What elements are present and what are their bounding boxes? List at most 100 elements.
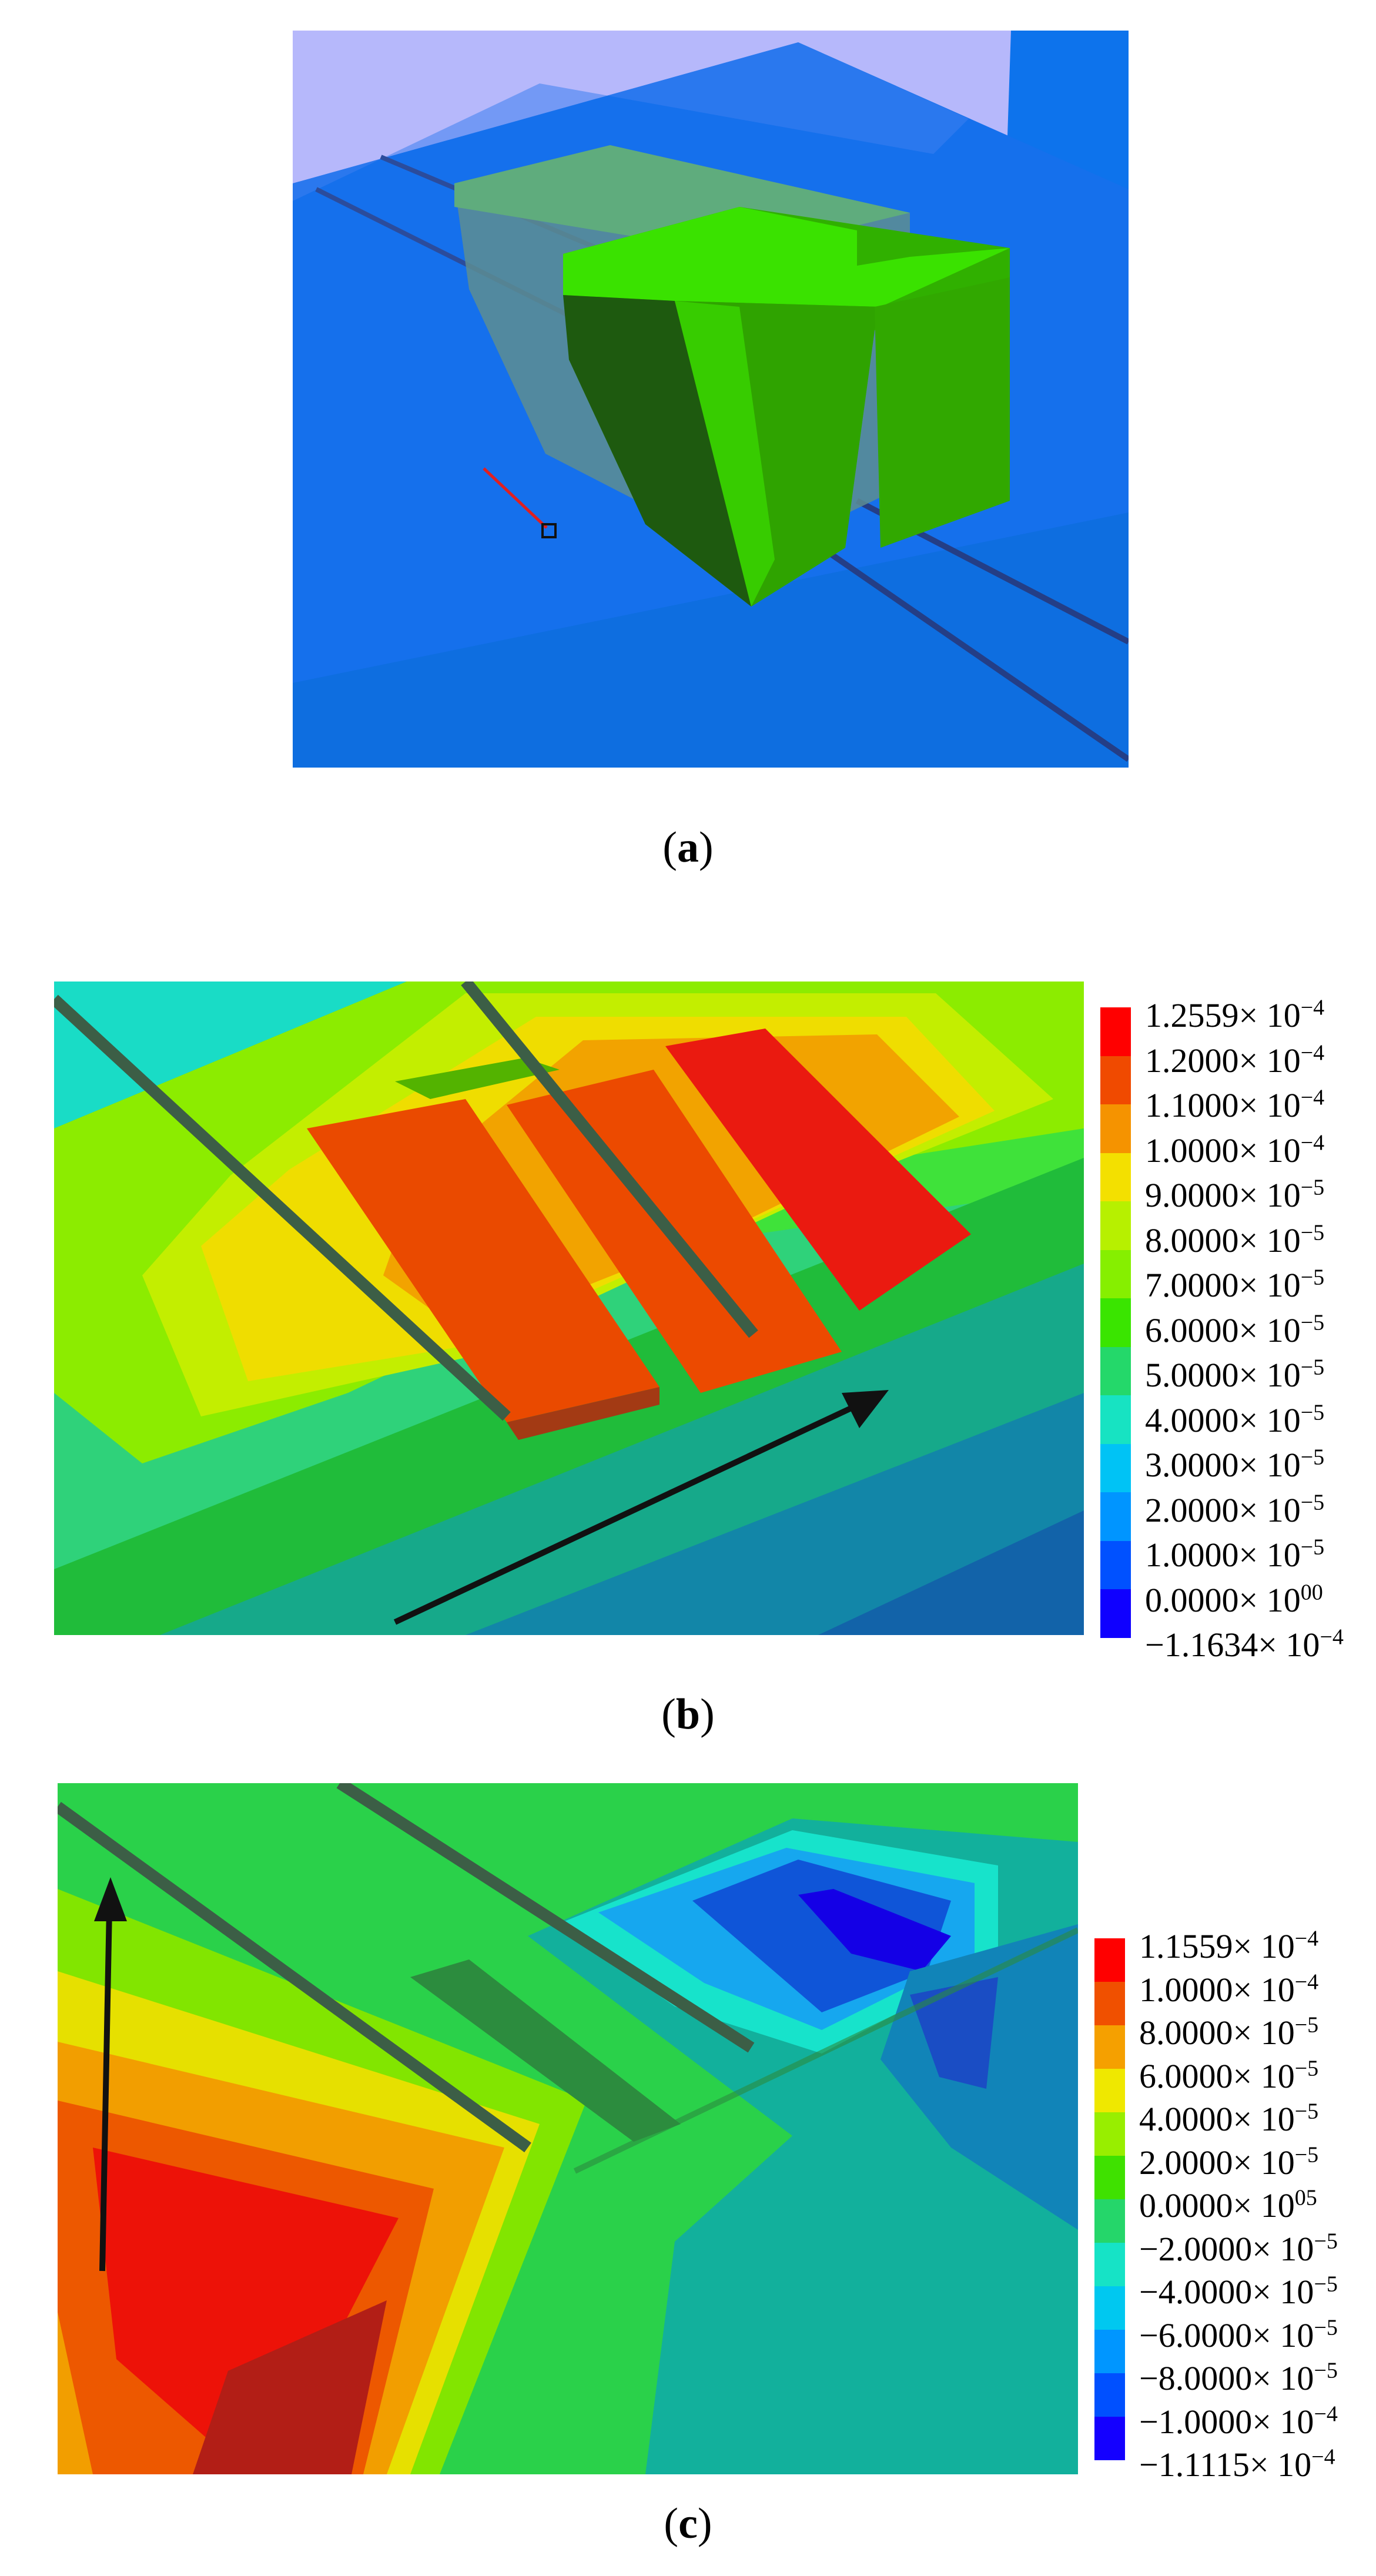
legend-label: 7.0000× 10−5 bbox=[1145, 1265, 1324, 1305]
axis-marker-line bbox=[483, 467, 548, 529]
legend-label: −2.0000× 10−5 bbox=[1139, 2229, 1338, 2269]
legend-label: 0.0000× 1000 bbox=[1145, 1580, 1323, 1620]
legend-label-exponent: −5 bbox=[1300, 1535, 1325, 1560]
legend-label-sign: − bbox=[1139, 2316, 1159, 2354]
legend-label: 0.0000× 1005 bbox=[1139, 2186, 1317, 2225]
legend-label-mantissa: 1.2000 bbox=[1145, 1041, 1239, 1080]
legend-label-times: × 10 bbox=[1238, 1401, 1301, 1439]
green-block-lit-face bbox=[675, 301, 775, 607]
legend-label-mantissa: 2.0000 bbox=[1145, 1490, 1239, 1529]
legend-swatch bbox=[1094, 2330, 1125, 2373]
legend-label-exponent: 00 bbox=[1300, 1580, 1323, 1605]
legend-label-exponent: −5 bbox=[1314, 2229, 1338, 2254]
legend-label-mantissa: 4.0000 bbox=[1145, 1401, 1239, 1439]
legend-label-exponent: −4 bbox=[1294, 1926, 1319, 1951]
legend-label: −1.0000× 10−4 bbox=[1139, 2402, 1338, 2441]
legend-label-mantissa: 1.1559 bbox=[1139, 1927, 1233, 1965]
legend-label-times: × 10 bbox=[1238, 1536, 1301, 1574]
trench-c-1 bbox=[58, 1801, 531, 2153]
legend-label-times: × 10 bbox=[1233, 1970, 1295, 2009]
legend-label-exponent: −5 bbox=[1314, 2358, 1338, 2383]
legend-label-times: × 10 bbox=[1238, 1221, 1301, 1259]
contour-plot-c bbox=[58, 1783, 1078, 2474]
legend-b: 1.2559× 10−4 1.2000× 10−4 1.1000× 10−4 1.00… bbox=[1100, 996, 1371, 1664]
legend-label-mantissa: 4.0000 bbox=[1139, 2100, 1233, 2138]
legend-swatch bbox=[1100, 1443, 1131, 1492]
legend-label-sign: − bbox=[1145, 1626, 1164, 1664]
legend-label-exponent: −4 bbox=[1300, 1085, 1325, 1110]
legend-label-exponent: −5 bbox=[1300, 1265, 1325, 1290]
legend-label-sign: − bbox=[1139, 2402, 1159, 2441]
trench-c-2 bbox=[336, 1783, 755, 2053]
contour-plot-b bbox=[54, 982, 1084, 1635]
legend-label-exponent: −5 bbox=[1300, 1490, 1325, 1515]
legend-label-times: × 10 bbox=[1252, 2359, 1314, 2397]
legend-label-exponent: −5 bbox=[1300, 1310, 1325, 1335]
band-c-deepblue bbox=[910, 1977, 998, 2089]
legend-label: −4.0000× 10−5 bbox=[1139, 2272, 1338, 2312]
legend-label-mantissa: 5.0000 bbox=[1145, 1356, 1239, 1394]
legend-label-mantissa: 1.2559 bbox=[1145, 996, 1239, 1034]
legend-label-times: × 10 bbox=[1238, 1086, 1301, 1124]
legend-swatch bbox=[1094, 2417, 1125, 2460]
legend-label-sign: − bbox=[1139, 2273, 1159, 2311]
legend-label-times: × 10 bbox=[1233, 2014, 1295, 2052]
legend-label-times: × 10 bbox=[1238, 1131, 1301, 1170]
legend-swatch bbox=[1100, 1492, 1131, 1541]
legend-label-times: × 10 bbox=[1233, 2100, 1295, 2138]
legend-swatch bbox=[1100, 1201, 1131, 1250]
legend-label-exponent: −4 bbox=[1314, 2401, 1338, 2427]
caption-a-letter: a bbox=[677, 823, 699, 872]
green-block-right-face bbox=[875, 277, 1010, 548]
legend-label-exponent: −5 bbox=[1300, 1355, 1325, 1380]
legend-swatch bbox=[1094, 2156, 1125, 2199]
legend-label-times: × 10 bbox=[1238, 1580, 1301, 1619]
legend-label-mantissa: 1.1634 bbox=[1164, 1626, 1258, 1664]
legend-label-exponent: −4 bbox=[1300, 1040, 1325, 1066]
legend-label-mantissa: 1.0000 bbox=[1145, 1131, 1239, 1170]
legend-swatch bbox=[1094, 2112, 1125, 2156]
green-block-top bbox=[563, 207, 1010, 307]
band-c-blue bbox=[692, 1860, 951, 2012]
legend-label-exponent: −4 bbox=[1294, 1969, 1319, 1995]
legend-label-mantissa: 8.0000 bbox=[1139, 2014, 1233, 2052]
legend-label-exponent: −4 bbox=[1320, 1624, 1344, 1650]
legend-label-exponent: −5 bbox=[1314, 2272, 1338, 2297]
legend-label-exponent: −5 bbox=[1294, 2142, 1319, 2168]
caption-b-open: ( bbox=[661, 1690, 676, 1738]
legend-label-sign: − bbox=[1139, 2359, 1159, 2397]
legend-label-times: × 10 bbox=[1238, 1176, 1301, 1214]
legend-swatch bbox=[1100, 1104, 1131, 1153]
band-c-darkblue bbox=[798, 1889, 951, 1971]
green-block-shadow-face bbox=[563, 295, 751, 607]
legend-swatch bbox=[1100, 1540, 1131, 1589]
legend-label-exponent: −5 bbox=[1300, 1445, 1325, 1470]
legend-label-times: × 10 bbox=[1238, 1490, 1301, 1529]
slab-c-gap bbox=[410, 1959, 681, 2142]
model-3d-illustration bbox=[293, 31, 1129, 768]
legend-label-times: × 10 bbox=[1252, 2316, 1314, 2354]
caption-b-letter: b bbox=[675, 1690, 701, 1738]
legend-swatch bbox=[1094, 2199, 1125, 2243]
caption-a-close: ) bbox=[699, 823, 714, 872]
caption-c-close: ) bbox=[697, 2500, 712, 2548]
legend-label: −6.0000× 10−5 bbox=[1139, 2316, 1338, 2355]
legend-label-mantissa: 2.0000 bbox=[1158, 2229, 1253, 2268]
caption-b: (b) bbox=[0, 1690, 1376, 1740]
axis-marker-box bbox=[541, 523, 557, 538]
legend-c: 1.1559× 10−4 1.0000× 10−4 8.0000× 10−5 6.00… bbox=[1094, 1927, 1371, 2484]
legend-label-times: × 10 bbox=[1249, 2446, 1312, 2484]
legend-label: −8.0000× 10−5 bbox=[1139, 2359, 1338, 2398]
slab-gap-top bbox=[395, 1058, 560, 1099]
legend-label: 3.0000× 10−5 bbox=[1145, 1445, 1324, 1485]
legend-label-exponent: −5 bbox=[1314, 2315, 1338, 2340]
legend-label: 5.0000× 10−5 bbox=[1145, 1355, 1324, 1395]
legend-swatch bbox=[1100, 1153, 1131, 1201]
trench-line-right bbox=[820, 545, 1129, 762]
arrow-c-line bbox=[99, 1909, 112, 2272]
legend-label-times: × 10 bbox=[1233, 1927, 1295, 1965]
legend-label-times: × 10 bbox=[1233, 2056, 1295, 2095]
legend-label: 2.0000× 10−5 bbox=[1139, 2143, 1318, 2182]
legend-label-sign: − bbox=[1139, 2446, 1159, 2484]
legend-label-mantissa: 6.0000 bbox=[1139, 2056, 1233, 2095]
